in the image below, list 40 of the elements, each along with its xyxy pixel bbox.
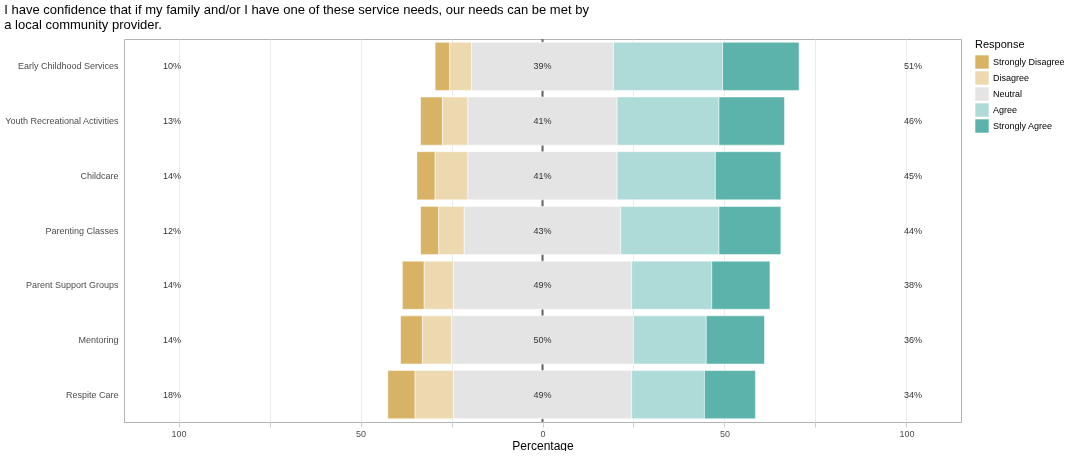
data-label: 41% bbox=[533, 170, 552, 181]
annotation: 51% bbox=[903, 61, 923, 72]
legend-title: Response bbox=[975, 38, 1025, 50]
legend-label: Strongly Disagree bbox=[993, 57, 1065, 67]
data-label: 49% bbox=[533, 389, 552, 400]
annotation: 18% bbox=[162, 389, 182, 400]
annotation: 10% bbox=[162, 61, 182, 72]
annotation: 13% bbox=[162, 116, 182, 127]
annotation: 46% bbox=[903, 116, 923, 127]
x-tick-label: 0 bbox=[540, 428, 546, 439]
annotation: 14% bbox=[162, 334, 182, 345]
annotation: 36% bbox=[903, 334, 923, 345]
data-label: 49% bbox=[533, 280, 552, 291]
annotation: 45% bbox=[903, 170, 923, 181]
annotation: 14% bbox=[162, 280, 182, 291]
annotation: 14% bbox=[162, 170, 182, 181]
annotation: 38% bbox=[903, 280, 923, 291]
x-tick-label: 50 bbox=[356, 428, 367, 439]
data-label: 41% bbox=[533, 116, 552, 127]
data-label: 50% bbox=[533, 334, 552, 345]
annotation: 44% bbox=[903, 225, 923, 236]
chart-title: I have confidence that if my family and/or I have one of these service needs, our needs can be met by a local community provider. bbox=[4, 2, 590, 32]
data-label: 39% bbox=[533, 61, 552, 72]
y-tick-label: Respite Care bbox=[65, 389, 119, 400]
legend-label: Disagree bbox=[993, 73, 1030, 83]
y-tick-label: Parent Support Groups bbox=[25, 280, 119, 291]
y-tick-label: Early Childhood Services bbox=[17, 61, 119, 72]
x-tick-label: 100 bbox=[899, 428, 915, 439]
x-tick-label: 50 bbox=[719, 428, 730, 439]
x-tick-label: 100 bbox=[171, 428, 187, 439]
y-tick-label: Parenting Classes bbox=[45, 225, 119, 236]
y-tick-label: Youth Recreational Activities bbox=[5, 116, 119, 127]
legend-label: Neutral bbox=[993, 89, 1023, 99]
annotation: 12% bbox=[162, 225, 182, 236]
legend-label: Agree bbox=[993, 105, 1018, 115]
data-label: 43% bbox=[533, 225, 552, 236]
y-tick-label: Childcare bbox=[80, 170, 119, 181]
legend-label: Strongly Agree bbox=[993, 121, 1053, 131]
annotation: 34% bbox=[903, 389, 923, 400]
y-tick-label: Mentoring bbox=[78, 334, 119, 345]
